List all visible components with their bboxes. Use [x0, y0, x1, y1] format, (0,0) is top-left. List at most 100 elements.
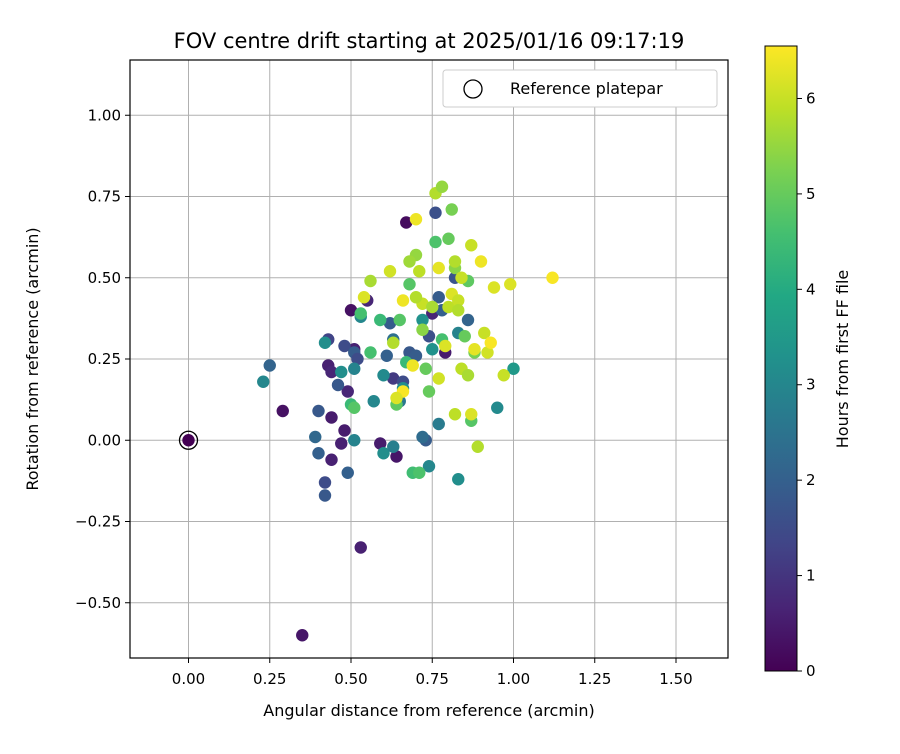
y-axis-ticks: −0.50 −0.25 0.00 0.25 0.50 0.75 1.00: [75, 106, 130, 612]
reference-point-marker: [178, 430, 199, 450]
data-point: [351, 352, 364, 366]
x-tick-label: 0.25: [253, 670, 286, 688]
reference-marker: [178, 430, 199, 450]
colorbar: [764, 45, 798, 672]
y-tick-label: 0.75: [88, 188, 121, 206]
data-point: [413, 466, 426, 479]
colorbar-tick-label: 2: [806, 471, 816, 489]
x-tick-label: 1.00: [497, 670, 530, 688]
legend-marker: [463, 79, 483, 99]
x-tick-label: 0.50: [334, 670, 367, 688]
data-point: [364, 346, 377, 359]
data-point: [338, 339, 351, 353]
x-tick-label: 0.75: [416, 670, 449, 688]
chart-title: FOV centre drift starting at 2025/01/16 …: [174, 29, 685, 53]
data-point: [458, 330, 471, 343]
data-point: [341, 385, 354, 398]
data-point: [318, 476, 332, 489]
legend-box: [442, 69, 718, 108]
data-point: [452, 473, 465, 486]
colorbar-label: Hours from first FF file: [833, 270, 852, 449]
colorbar-tick-label: 3: [806, 376, 816, 394]
colorbar-tick-label: 0: [806, 662, 816, 680]
data-point: [439, 339, 452, 353]
data-point: [422, 460, 436, 473]
data-point: [276, 404, 289, 418]
data-point: [400, 216, 413, 229]
data-point: [432, 261, 445, 275]
data-point: [409, 213, 423, 226]
data-point: [354, 307, 367, 320]
data-point: [432, 417, 445, 431]
data-point: [468, 343, 481, 356]
data-point: [318, 489, 332, 502]
data-point: [419, 362, 432, 375]
data-point: [413, 265, 426, 278]
data-point: [416, 430, 429, 444]
data-point: [374, 313, 387, 327]
data-point: [335, 437, 348, 450]
data-point: [507, 362, 520, 375]
data-point: [325, 453, 338, 466]
x-tick-label: 1.50: [659, 670, 692, 688]
y-tick-label: −0.50: [75, 594, 121, 612]
data-point: [390, 391, 403, 405]
y-tick-label: 0.25: [88, 350, 121, 368]
data-point: [426, 300, 439, 314]
data-point: [380, 349, 393, 362]
data-point: [487, 281, 501, 294]
data-point: [461, 313, 475, 327]
data-point: [497, 369, 510, 382]
data-point: [257, 375, 270, 388]
data-point: [445, 203, 458, 216]
y-tick-label: 0.00: [88, 431, 121, 449]
data-point: [357, 291, 371, 304]
data-point: [432, 372, 445, 385]
data-point: [344, 304, 358, 317]
data-point: [374, 437, 387, 450]
data-point: [484, 336, 497, 349]
data-point: [341, 466, 354, 479]
data-point: [354, 541, 367, 554]
data-point: [403, 278, 416, 291]
data-point: [442, 232, 455, 245]
data-point: [442, 300, 455, 314]
data-point: [422, 385, 436, 398]
data-point: [416, 323, 429, 336]
data-point: [387, 336, 400, 349]
data-point: [182, 434, 195, 447]
data-point: [403, 255, 416, 268]
y-axis-label: Rotation from reference (arcmin): [23, 227, 42, 490]
colorbar-tick-label: 6: [806, 89, 816, 107]
data-point: [465, 408, 478, 421]
data-point: [348, 362, 361, 375]
data-point: [318, 336, 332, 349]
data-point: [416, 313, 429, 327]
data-point: [406, 359, 419, 372]
data-point: [312, 447, 325, 460]
data-point: [383, 317, 397, 330]
data-point: [474, 255, 488, 268]
colorbar-tick-label: 4: [806, 280, 816, 298]
y-tick-label: 0.50: [88, 269, 121, 287]
data-point: [396, 294, 410, 307]
colorbar-tick-label: 1: [806, 567, 816, 585]
data-point: [309, 430, 322, 444]
colorbar-ticks: 0 1 2 3 4 5 6: [797, 89, 816, 680]
data-point: [478, 326, 491, 340]
data-point: [263, 359, 276, 372]
x-axis-ticks: 0.00 0.25 0.50 0.75 1.00 1.25 1.50: [172, 658, 693, 688]
data-point: [387, 440, 400, 453]
data-point: [452, 304, 465, 317]
legend-label: Reference platepar: [510, 79, 663, 98]
data-point: [338, 424, 351, 437]
data-point: [432, 291, 445, 304]
data-point: [409, 291, 423, 304]
data-point: [383, 265, 397, 278]
data-point: [546, 271, 559, 284]
colorbar-tick-label: 5: [806, 185, 816, 203]
data-point: [426, 343, 439, 356]
data-point: [325, 365, 338, 379]
data-point: [364, 274, 377, 288]
